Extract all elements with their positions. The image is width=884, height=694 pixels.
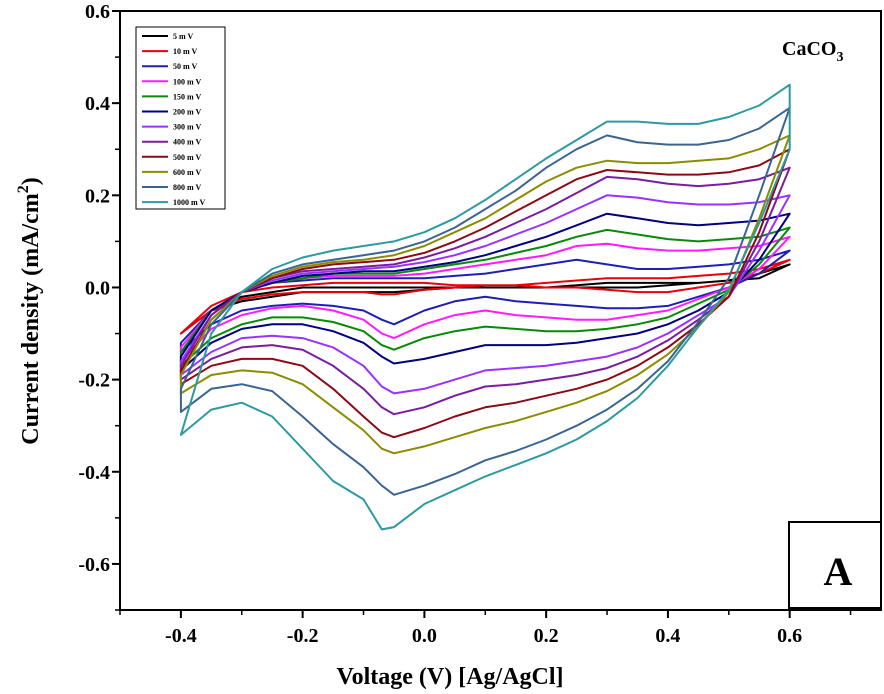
x-axis-title: Voltage (V) [Ag/AgCl]	[336, 664, 563, 690]
y-axis-title-sup: 2	[15, 185, 32, 193]
legend-label-11: 800 m V	[173, 183, 202, 192]
series-line-11	[179, 106, 791, 496]
legend-label-7: 300 m V	[173, 123, 202, 132]
series-line-9	[179, 148, 791, 439]
legend-box	[135, 26, 226, 210]
legend-label-4: 100 m V	[173, 77, 202, 86]
x-tick-label: 0.6	[777, 625, 802, 647]
series-line-4	[179, 235, 791, 363]
x-tick-label: -0.2	[287, 625, 319, 647]
legend-label-2: 10 m V	[173, 47, 198, 56]
compound-annotation: CaCO3	[782, 38, 843, 65]
series-line-12	[179, 83, 791, 531]
x-tick-label: 0.0	[412, 625, 437, 647]
y-tick-label: -0.4	[78, 462, 110, 484]
legend-label-8: 400 m V	[173, 138, 202, 147]
x-tick-label: 0.4	[655, 625, 680, 647]
series-line-6	[179, 212, 791, 372]
legend-label-12: 1000 m V	[173, 198, 206, 207]
plot-area-frame	[119, 10, 882, 611]
curves-group	[179, 83, 791, 531]
panel-label: A	[824, 549, 853, 594]
legend-label-5: 150 m V	[173, 92, 202, 101]
series-line-3	[179, 249, 791, 353]
legend: 5 m V 10 m V 50 m V 100 m V 150 m V 200 m V 30…	[142, 32, 206, 207]
legend-label-6: 200 m V	[173, 108, 202, 117]
x-tick-label: -0.4	[165, 625, 197, 647]
y-tick-label: 0.2	[85, 185, 110, 207]
ticks-group: -0.4 -0.2 0.0 0.2 0.4 0.6 -0.6 -0.4 -0.2 0.0 0.2 0.…	[78, 1, 852, 647]
y-tick-label: -0.2	[78, 370, 110, 392]
legend-label-1: 5 m V	[173, 32, 194, 41]
legend-label-3: 50 m V	[173, 62, 198, 71]
x-tick-label: 0.2	[534, 625, 559, 647]
compound-annotation-sub: 3	[836, 50, 843, 65]
y-tick-label: 0.6	[85, 1, 110, 23]
y-axis-title-close: )	[18, 177, 44, 185]
y-tick-label: 0.4	[85, 93, 110, 115]
y-axis-title: Current density (mA/cm2)	[15, 177, 44, 445]
panel-label-box	[788, 521, 882, 609]
y-axis-title-main: Current density (mA/cm	[18, 193, 44, 445]
y-tick-label: -0.6	[78, 554, 110, 576]
series-line-1	[179, 263, 791, 335]
series-line-8	[179, 166, 791, 416]
series-line-7	[179, 194, 791, 395]
y-tick-label: 0.0	[85, 277, 110, 299]
series-line-2	[179, 258, 791, 335]
legend-label-9: 500 m V	[173, 153, 202, 162]
series-line-5	[179, 226, 791, 367]
legend-label-10: 600 m V	[173, 168, 202, 177]
series-line-10	[179, 134, 791, 455]
compound-annotation-main: CaCO	[782, 38, 836, 60]
